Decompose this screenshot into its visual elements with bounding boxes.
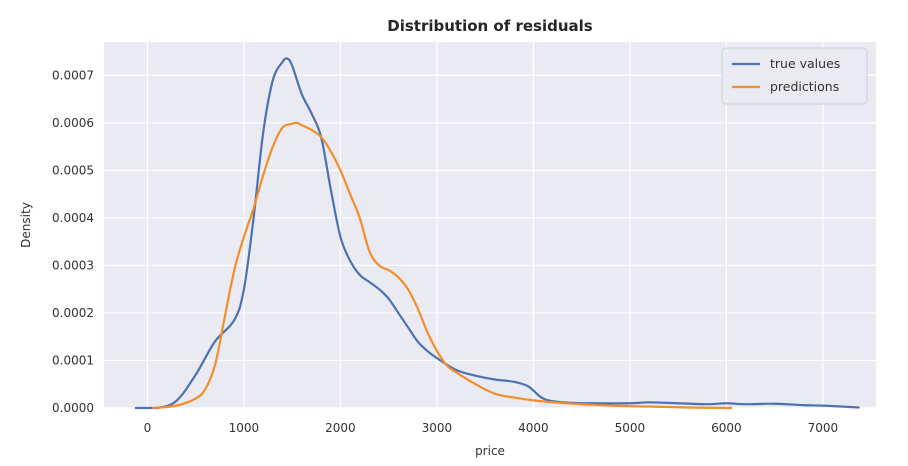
y-tick-label: 0.0002 [52, 306, 94, 320]
legend-box [721, 47, 868, 105]
y-tick-label: 0.0006 [52, 116, 94, 130]
legend: true values predictions [721, 47, 868, 105]
series-lines [134, 57, 860, 410]
legend-label-predictions: predictions [770, 79, 839, 94]
legend-label-true-values: true values [770, 56, 840, 71]
y-tick-label: 0.0007 [52, 68, 94, 82]
true-values-line [134, 57, 860, 410]
x-tick-label: 0 [144, 421, 152, 435]
tick-labels: 0 1000 2000 3000 4000 5000 6000 7000 0.0000 0.000… [52, 68, 838, 435]
y-tick-label: 0.0000 [52, 401, 94, 415]
x-tick-label: 3000 [422, 421, 453, 435]
x-tick-label: 4000 [518, 421, 549, 435]
y-tick-label: 0.0001 [52, 353, 94, 367]
y-axis-label: Density [19, 202, 33, 248]
x-tick-label: 1000 [229, 421, 260, 435]
x-axis-label: price [475, 444, 505, 458]
x-tick-label: 7000 [808, 421, 839, 435]
y-tick-label: 0.0003 [52, 258, 94, 272]
x-tick-label: 5000 [615, 421, 646, 435]
x-tick-label: 6000 [711, 421, 742, 435]
y-tick-label: 0.0004 [52, 211, 94, 225]
y-tick-label: 0.0005 [52, 163, 94, 177]
chart-title: Distribution of residuals [387, 17, 593, 35]
predictions-line [152, 121, 733, 410]
x-tick-label: 2000 [325, 421, 356, 435]
